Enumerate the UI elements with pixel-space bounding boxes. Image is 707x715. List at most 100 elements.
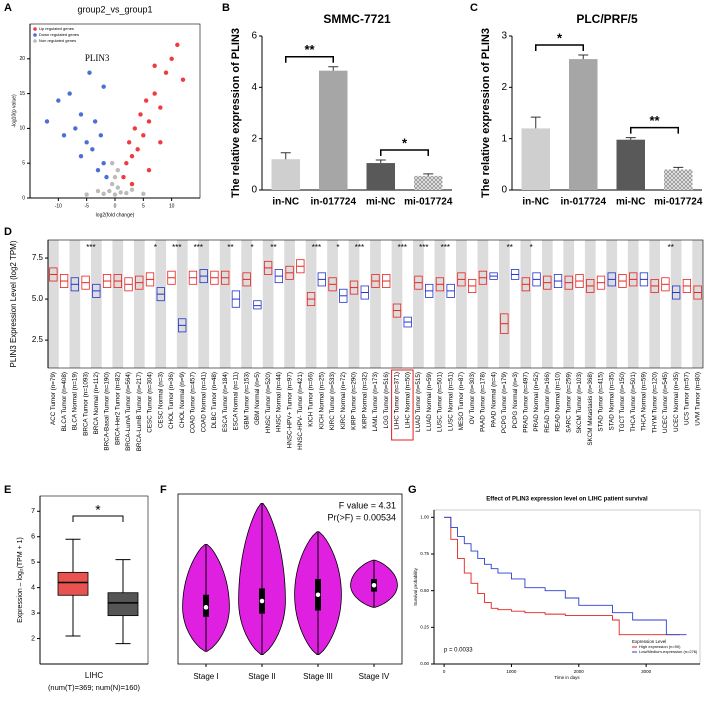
significance-bracket [535, 44, 584, 51]
point [101, 191, 106, 197]
x-tick-label: 0 [114, 203, 117, 209]
x-tick-label: -5 [84, 203, 89, 209]
y-tick-label: 0 [22, 195, 25, 201]
annotation: Pr(>F) = 0.00534 [327, 512, 396, 522]
box [253, 300, 262, 310]
point [56, 98, 61, 103]
x-tick-label: SKCM Metastasis (n=368) [587, 372, 594, 446]
point [175, 42, 180, 48]
x-tick-label: HNSC Tumor (n=520) [265, 372, 272, 433]
y-tick-label: 20 [19, 56, 25, 62]
error-bar [375, 159, 386, 164]
band [112, 240, 124, 368]
point [143, 98, 149, 103]
y-tick-label: 0.50 [420, 588, 429, 593]
band [370, 240, 381, 368]
error-bar [530, 116, 541, 129]
error-bar [578, 54, 589, 60]
x-tick-label: mi-017724 [654, 197, 703, 208]
panel-label: F [160, 484, 167, 496]
x-tick-label: GBM Tumor (n=153) [243, 372, 250, 430]
y-tick-label: 6 [251, 31, 257, 42]
x-tick-label: LGG Tumor (n=516) [383, 372, 390, 429]
point [61, 133, 67, 138]
legend-label: High expression (n=90) [639, 644, 681, 649]
y-tick-label: 2 [31, 635, 35, 642]
point [115, 167, 121, 173]
x-tick-label: BRCA-LumA Tumor (n=564) [125, 372, 132, 451]
annotation: PLIN3 [85, 53, 110, 63]
x-tick-label: LUAD Normal (n=59) [426, 372, 433, 431]
significance-label: * [336, 243, 339, 252]
point [121, 174, 126, 180]
error-bar [673, 166, 684, 170]
point [152, 91, 157, 96]
median [371, 582, 377, 588]
x-tick-label: Stage I [193, 672, 218, 681]
point [112, 192, 118, 197]
y-tick-label: 1 [501, 133, 507, 144]
bar [664, 169, 693, 190]
y-tick-label: 0.75 [420, 551, 429, 556]
legend-label: Non regulated genes [39, 38, 76, 43]
point [109, 161, 115, 166]
significance-label: * [530, 243, 533, 252]
significance-label: *** [419, 243, 428, 252]
point [44, 119, 50, 124]
chart-title: PLC/PRF/5 [576, 12, 638, 26]
y-tick-label: 3 [501, 31, 507, 42]
x-tick-label: UVM Tumor (n=80) [694, 372, 701, 426]
x-tick-label: KICH Normal (n=25) [318, 372, 325, 429]
x-tick-label: MESO Tumor (n=87) [458, 372, 465, 430]
x-tick-label: DLBC Tumor (n=48) [211, 372, 218, 429]
x-tick-label: CHOL Tumor (n=36) [168, 372, 175, 429]
significance-bracket [72, 515, 124, 522]
band [606, 240, 618, 368]
x-tick-label: THCA Normal (n=59) [641, 372, 648, 431]
point [87, 70, 92, 75]
x-tick-label: LIHC Tumor (n=371) [394, 372, 401, 430]
band [348, 240, 360, 368]
y-tick-label: 2 [501, 82, 507, 93]
x-tick-label: Stage IV [359, 672, 390, 681]
x-tick-label: BRCA-Her2 Tumor (n=82) [114, 372, 121, 445]
x-tick-label: OV Tumor (n=303) [469, 372, 476, 424]
point [92, 119, 98, 124]
box [57, 571, 89, 596]
p-value: p = 0.0033 [444, 648, 473, 654]
point [129, 154, 135, 159]
x-tick-label: in-017724 [560, 197, 606, 208]
significance-label: *** [398, 243, 407, 252]
x-axis-label: LIHC [85, 671, 103, 680]
x-tick-label: PCPG Normal (n=3) [512, 372, 519, 429]
plot-frame [39, 495, 149, 665]
significance-label: *** [441, 243, 450, 252]
x-tick-label: LUSC Normal (n=51) [447, 372, 454, 431]
y-tick-label: 1.00 [420, 515, 429, 520]
x-axis-label: Time in days [554, 675, 580, 680]
point [67, 91, 72, 96]
x-tick-label: SKCM Tumor (n=103) [576, 372, 583, 433]
panel-label: D [4, 226, 12, 238]
point [135, 147, 140, 152]
legend-swatch [33, 39, 37, 43]
significance-label: ** [668, 243, 674, 252]
bar [521, 128, 550, 190]
legend-title: Expression Level [632, 639, 666, 644]
x-tick-label: COAD Tumor (n=457) [190, 372, 197, 433]
band [198, 240, 210, 368]
y-tick-label: 5 [22, 161, 25, 167]
point [158, 140, 163, 145]
y-tick-label: 7 [31, 508, 35, 515]
x-tick-label: KIRP Tumor (n=290) [351, 372, 358, 430]
band [133, 240, 145, 368]
plot-frame [29, 23, 201, 199]
point [169, 56, 174, 61]
significance-label: * [557, 30, 563, 45]
y-axis-label: -log10(p value) [11, 94, 17, 128]
point [129, 181, 135, 187]
point [132, 126, 138, 131]
y-axis-label: The relative expression of PLIN3 [480, 28, 492, 198]
bar [366, 163, 395, 190]
